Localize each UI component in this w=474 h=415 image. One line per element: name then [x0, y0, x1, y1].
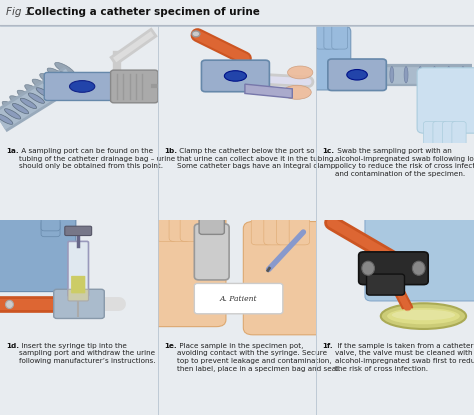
- Text: 1d.: 1d.: [6, 343, 19, 349]
- Ellipse shape: [32, 79, 52, 92]
- Text: 1c.: 1c.: [322, 148, 334, 154]
- FancyBboxPatch shape: [359, 252, 428, 285]
- FancyBboxPatch shape: [433, 122, 447, 147]
- FancyBboxPatch shape: [452, 122, 466, 147]
- Ellipse shape: [44, 83, 60, 93]
- FancyBboxPatch shape: [156, 213, 177, 242]
- Ellipse shape: [461, 66, 465, 83]
- Ellipse shape: [60, 72, 76, 82]
- Text: Swab the sampling port with an
alcohol-impregnated swab following local
policy t: Swab the sampling port with an alcohol-i…: [335, 148, 474, 177]
- Ellipse shape: [447, 66, 451, 83]
- Text: Clamp the catheter below the port so
that urine can collect above it in the tubi: Clamp the catheter below the port so tha…: [177, 148, 338, 169]
- Ellipse shape: [12, 103, 28, 114]
- FancyBboxPatch shape: [194, 283, 283, 314]
- Ellipse shape: [0, 114, 13, 124]
- FancyBboxPatch shape: [328, 59, 386, 90]
- Ellipse shape: [392, 310, 455, 320]
- Text: A. Patient: A. Patient: [220, 295, 257, 303]
- Ellipse shape: [2, 101, 22, 114]
- Ellipse shape: [47, 68, 67, 81]
- FancyBboxPatch shape: [41, 215, 60, 231]
- FancyBboxPatch shape: [180, 213, 201, 242]
- FancyBboxPatch shape: [289, 215, 310, 245]
- Ellipse shape: [362, 261, 374, 275]
- Ellipse shape: [288, 66, 313, 79]
- FancyBboxPatch shape: [243, 222, 328, 335]
- Ellipse shape: [361, 66, 365, 83]
- Ellipse shape: [390, 66, 394, 83]
- Text: Fig 1.: Fig 1.: [6, 7, 37, 17]
- Ellipse shape: [52, 77, 68, 88]
- FancyBboxPatch shape: [417, 68, 474, 133]
- FancyBboxPatch shape: [324, 23, 340, 49]
- FancyBboxPatch shape: [201, 60, 269, 92]
- Ellipse shape: [70, 81, 95, 92]
- Ellipse shape: [192, 31, 200, 37]
- Ellipse shape: [375, 66, 380, 83]
- Text: Insert the syringe tip into the
sampling port and withdraw the urine
following m: Insert the syringe tip into the sampling…: [19, 343, 155, 364]
- Ellipse shape: [404, 66, 408, 83]
- Ellipse shape: [28, 93, 45, 103]
- Text: 1f.: 1f.: [322, 343, 333, 349]
- Text: 1b.: 1b.: [164, 148, 177, 154]
- FancyBboxPatch shape: [54, 289, 104, 318]
- FancyBboxPatch shape: [110, 70, 158, 103]
- Ellipse shape: [6, 300, 13, 308]
- FancyBboxPatch shape: [264, 215, 284, 245]
- FancyBboxPatch shape: [276, 215, 297, 245]
- FancyBboxPatch shape: [44, 73, 122, 100]
- Ellipse shape: [412, 261, 425, 275]
- Text: 1a.: 1a.: [6, 148, 19, 154]
- Ellipse shape: [55, 62, 75, 76]
- FancyBboxPatch shape: [194, 224, 229, 280]
- FancyBboxPatch shape: [68, 289, 89, 301]
- Text: If the sample is taken from a catheter
valve, the valve must be cleaned with an
: If the sample is taken from a catheter v…: [335, 343, 474, 372]
- Ellipse shape: [381, 303, 466, 329]
- FancyBboxPatch shape: [0, 210, 76, 292]
- FancyBboxPatch shape: [71, 276, 85, 293]
- Ellipse shape: [347, 70, 367, 80]
- FancyBboxPatch shape: [41, 220, 60, 237]
- FancyBboxPatch shape: [65, 226, 91, 236]
- Ellipse shape: [387, 308, 460, 324]
- Ellipse shape: [20, 98, 36, 109]
- FancyBboxPatch shape: [316, 23, 332, 49]
- Ellipse shape: [283, 85, 311, 99]
- Ellipse shape: [9, 96, 30, 109]
- Polygon shape: [245, 84, 292, 98]
- FancyBboxPatch shape: [68, 242, 89, 296]
- Ellipse shape: [432, 66, 437, 83]
- Ellipse shape: [224, 71, 246, 81]
- Ellipse shape: [418, 66, 422, 83]
- Text: Place sample in the specimen pot,
avoiding contact with the syringe. Secure
top : Place sample in the specimen pot, avoidi…: [177, 343, 340, 372]
- FancyBboxPatch shape: [251, 215, 272, 245]
- FancyBboxPatch shape: [365, 216, 474, 301]
- FancyBboxPatch shape: [423, 122, 438, 147]
- FancyBboxPatch shape: [366, 274, 404, 295]
- FancyBboxPatch shape: [169, 213, 190, 242]
- Ellipse shape: [17, 90, 37, 103]
- FancyBboxPatch shape: [141, 210, 226, 327]
- Ellipse shape: [5, 109, 21, 119]
- FancyBboxPatch shape: [300, 26, 351, 90]
- Text: A sampling port can be found on the
tubing of the catheter drainage bag – urine
: A sampling port can be found on the tubi…: [19, 148, 175, 169]
- Ellipse shape: [25, 85, 45, 98]
- Ellipse shape: [36, 88, 52, 98]
- Ellipse shape: [40, 73, 60, 86]
- Ellipse shape: [0, 107, 15, 120]
- FancyBboxPatch shape: [332, 23, 347, 49]
- Text: Collecting a catheter specimen of urine: Collecting a catheter specimen of urine: [27, 7, 260, 17]
- FancyBboxPatch shape: [442, 122, 456, 147]
- Text: 1e.: 1e.: [164, 343, 177, 349]
- FancyBboxPatch shape: [199, 218, 224, 234]
